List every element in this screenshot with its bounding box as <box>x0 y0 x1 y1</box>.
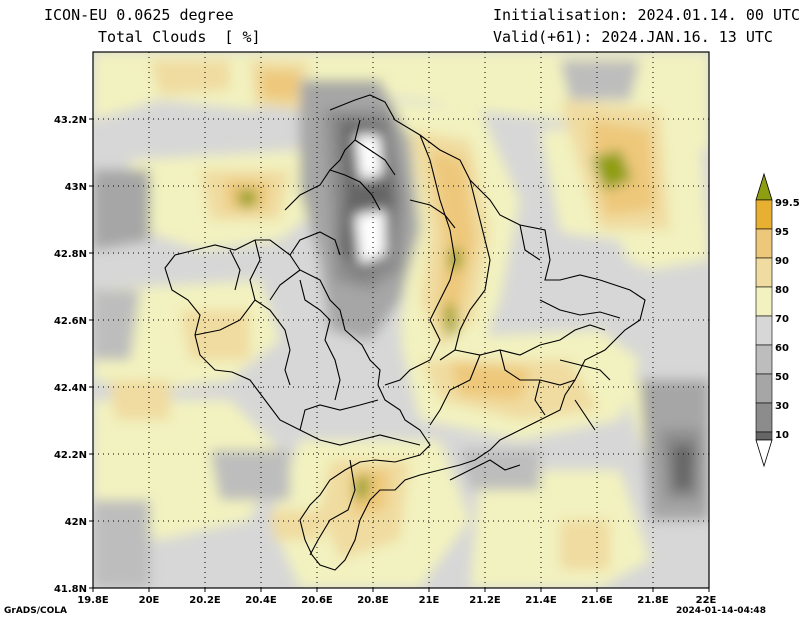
x-axis: 19.8E 20E 20.2E 20.4E 20.6E 20.8E 21E 21… <box>77 588 717 606</box>
colorbar-bottom-arrow <box>755 439 773 468</box>
x-tick-label: 20.8E <box>357 595 389 606</box>
colorbar-label: 80 <box>775 285 789 296</box>
model-title: ICON-EU 0.0625 degree <box>44 6 234 24</box>
colorbar-swatch <box>755 257 773 288</box>
footer-timestamp: 2024-01-14-04:48 <box>676 606 766 616</box>
y-tick-label: 41.8N <box>54 584 87 595</box>
colorbar-swatch <box>755 431 773 441</box>
x-tick-label: 20.2E <box>189 595 221 606</box>
colorbar-label: 95 <box>775 227 789 238</box>
colorbar-label: 60 <box>775 343 789 354</box>
variable-title: Total Clouds [ %] <box>98 28 261 46</box>
x-tick-label: 21.4E <box>525 595 557 606</box>
x-tick-label: 19.8E <box>77 595 109 606</box>
y-axis: 41.8N 42N 42.2N 42.4N 42.6N 42.8N 43N 43… <box>54 115 93 595</box>
footer-credit: GrADS/COLA <box>4 606 67 616</box>
colorbar-top-arrow <box>755 172 773 201</box>
colorbar-swatch <box>755 199 773 230</box>
y-tick-label: 43.2N <box>54 115 87 126</box>
x-tick-label: 21.6E <box>581 595 613 606</box>
colorbar-label: 90 <box>775 256 789 267</box>
colorbar-label: 10 <box>775 430 789 441</box>
y-tick-label: 42.4N <box>54 383 87 394</box>
colorbar-label: 99.5 <box>775 198 800 209</box>
valid-time: Valid(+61): 2024.JAN.16. 13 UTC <box>493 28 773 46</box>
y-tick-label: 43N <box>65 182 87 193</box>
colorbar-swatch <box>755 286 773 317</box>
admin-boundaries <box>164 94 646 571</box>
colorbar-swatch <box>755 402 773 433</box>
x-tick-label: 21.8E <box>637 595 669 606</box>
colorbar-label: 50 <box>775 372 789 383</box>
x-tick-label: 21.2E <box>469 595 501 606</box>
x-tick-label: 21E <box>419 595 440 606</box>
colorbar-label: 70 <box>775 314 789 325</box>
colorbar: 99.5 95 90 80 70 60 50 30 10 <box>755 172 800 468</box>
y-tick-label: 42N <box>65 517 87 528</box>
y-tick-label: 42.2N <box>54 450 87 461</box>
initialisation-time: Initialisation: 2024.01.14. 00 UTC <box>493 6 800 24</box>
colorbar-swatch <box>755 344 773 375</box>
colorbar-label: 30 <box>775 401 789 412</box>
colorbar-swatch <box>755 228 773 259</box>
colorbar-swatch <box>755 373 773 404</box>
y-tick-label: 42.8N <box>54 249 87 260</box>
x-tick-label: 20E <box>139 595 160 606</box>
x-tick-label: 22E <box>696 595 717 606</box>
cloud-cover-field <box>93 52 709 588</box>
colorbar-swatch <box>755 315 773 346</box>
x-tick-label: 20.4E <box>245 595 277 606</box>
y-tick-label: 42.6N <box>54 316 87 327</box>
x-tick-label: 20.6E <box>301 595 333 606</box>
